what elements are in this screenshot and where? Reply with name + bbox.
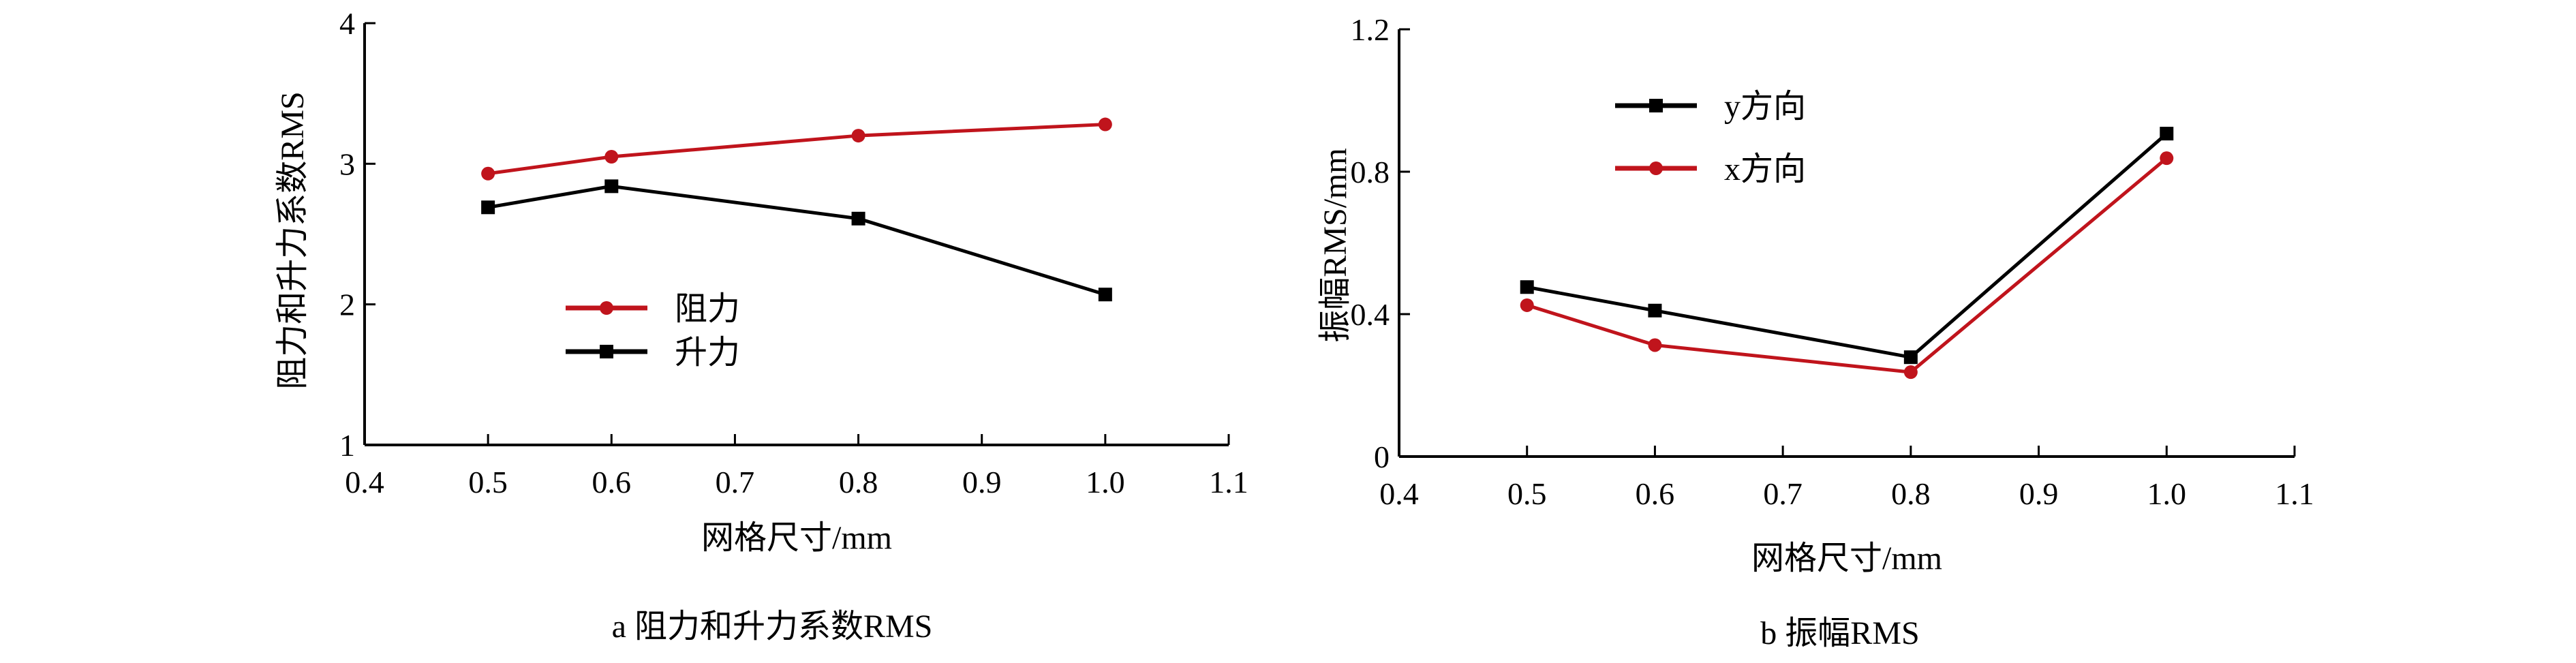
series-line-0 [487, 123, 1105, 176]
legend-label: y方向 [1724, 89, 1806, 125]
data-point [1098, 288, 1112, 302]
y-tick-label: 1 [339, 428, 355, 463]
x-tick-label: 0.7 [1763, 476, 1803, 511]
chart-a: a 阻力和升力系数RMS 网格尺寸/mm 阻力和升力系数RMS 0.4 0.5 0.… [275, 6, 1248, 645]
y-tick-label: 0.4 [1351, 297, 1390, 332]
caption-b: b 振幅RMS [1760, 615, 1919, 651]
x-tick-label: 0.9 [962, 465, 1002, 499]
x-axis-label-b: 网格尺寸/mm [1751, 540, 1942, 576]
data-point [481, 200, 495, 215]
series-line-1 [487, 184, 1106, 296]
data-point [481, 166, 495, 181]
x-tick-label: 0.8 [839, 465, 878, 499]
series-line-1 [1526, 157, 2168, 374]
x-tick-label: 1.0 [1086, 465, 1125, 499]
data-point [604, 179, 619, 194]
x-tick-label: 0.5 [468, 465, 508, 499]
legend-marker [600, 345, 613, 358]
y-tick-label: 0.8 [1351, 155, 1390, 189]
y-tick-label: 2 [339, 288, 355, 322]
x-tick-label: 1.0 [2147, 476, 2187, 511]
data-point [2160, 151, 2174, 166]
legend-label: 阻力 [675, 291, 740, 327]
legend-label: 升力 [675, 335, 740, 371]
legend-label: x方向 [1724, 151, 1806, 187]
data-point [1648, 338, 1662, 352]
x-tick-label: 0.6 [592, 465, 632, 499]
x-tick-label: 0.4 [1379, 476, 1419, 511]
data-point [851, 211, 865, 226]
data-point [1520, 298, 1534, 312]
data-point [1648, 303, 1662, 318]
x-tick-label: 1.1 [1209, 465, 1248, 499]
y-axis-label-b: 振幅RMS/mm [1317, 148, 1353, 342]
y-tick-label: 3 [339, 147, 355, 181]
legend-marker [1649, 161, 1663, 175]
x-tick-label: 1.1 [2275, 476, 2314, 511]
data-point [1903, 365, 1918, 380]
x-tick-label: 0.4 [345, 465, 384, 499]
x-tick-label: 0.5 [1507, 476, 1547, 511]
x-tick-label: 0.7 [716, 465, 755, 499]
y-axis-label-a: 阻力和升力系数RMS [275, 91, 311, 389]
data-point [1520, 280, 1534, 294]
x-axis-label-a: 网格尺寸/mm [701, 520, 892, 556]
x-tick-label: 0.6 [1636, 476, 1675, 511]
data-point [604, 150, 619, 164]
y-tick-label: 1.2 [1351, 12, 1390, 47]
x-tick-label: 0.9 [2019, 476, 2059, 511]
chart-b: b 振幅RMS 网格尺寸/mm 振幅RMS/mm 0.4 0.5 0.6 0.7 0.8… [1317, 12, 2314, 651]
y-tick-label: 0 [1374, 440, 1390, 474]
data-point [1903, 350, 1918, 365]
data-point [2160, 127, 2174, 141]
x-tick-label: 0.8 [1891, 476, 1931, 511]
legend-marker [600, 301, 613, 315]
legend-marker [1649, 99, 1663, 112]
y-tick-label: 4 [339, 6, 355, 41]
caption-a: a 阻力和升力系数RMS [612, 608, 933, 645]
data-point [1098, 117, 1112, 132]
series-line-0 [1527, 132, 2168, 359]
data-point [851, 129, 865, 143]
